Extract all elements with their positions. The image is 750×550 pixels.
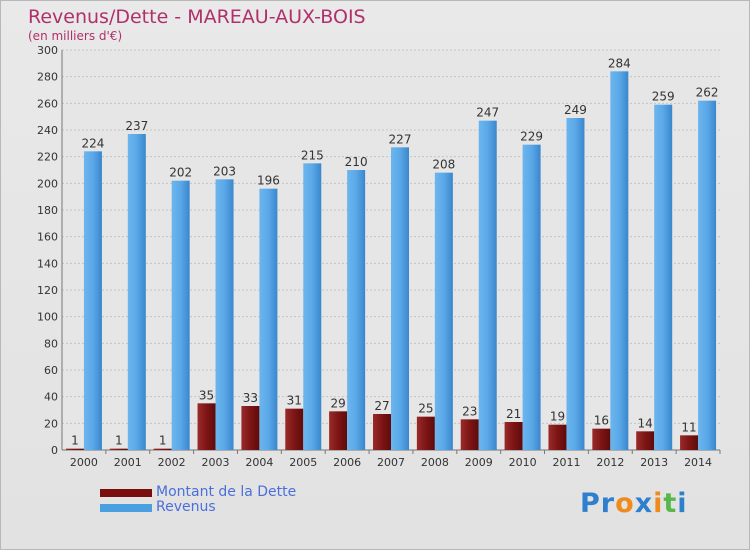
bar-debt-2004 — [241, 406, 260, 450]
data-label-revenus: 284 — [608, 56, 631, 70]
data-label-debt: 23 — [462, 404, 477, 418]
data-label-debt: 29 — [330, 396, 345, 410]
bar-revenus-2004 — [259, 188, 278, 450]
legend-swatch-revenus — [100, 504, 152, 512]
x-tick-label: 2012 — [596, 456, 624, 469]
data-label-revenus: 203 — [213, 164, 236, 178]
legend-label-debt: Montant de la Dette — [156, 484, 297, 500]
y-tick-label: 220 — [37, 151, 58, 164]
y-tick-label: 160 — [37, 231, 58, 244]
bar-revenus-2007 — [391, 147, 409, 451]
bar-debt-2008 — [416, 416, 435, 450]
legend-label-revenus: Revenus — [156, 499, 216, 515]
proxiti-logo: Proxiti — [580, 488, 688, 519]
bar-revenus-2000 — [83, 151, 102, 451]
x-tick-label: 2003 — [202, 456, 230, 469]
data-label-revenus: 229 — [520, 130, 543, 144]
x-tick-label: 2004 — [245, 456, 273, 469]
data-label-debt: 35 — [199, 388, 214, 402]
bar-revenus-2003 — [215, 179, 234, 451]
y-tick-label: 240 — [37, 124, 58, 137]
data-label-revenus: 208 — [432, 158, 455, 172]
x-tick-label: 2014 — [684, 456, 712, 469]
y-tick-label: 140 — [37, 257, 58, 270]
data-label-revenus: 237 — [125, 119, 148, 133]
bar-debt-2009 — [460, 419, 479, 450]
bar-revenus-2009 — [478, 120, 497, 451]
data-label-debt: 21 — [506, 407, 521, 421]
y-tick-label: 20 — [44, 417, 58, 430]
bar-debt-2005 — [285, 408, 304, 450]
data-label-revenus: 202 — [169, 166, 192, 180]
bar-debt-2001 — [109, 448, 128, 450]
bar-revenus-2014 — [698, 100, 717, 451]
bar-revenus-2010 — [522, 144, 541, 450]
bar-revenus-2006 — [347, 170, 366, 450]
y-tick-label: 120 — [37, 284, 58, 297]
chart-subtitle: (en milliers d'€) — [28, 29, 123, 43]
x-tick-label: 2010 — [509, 456, 537, 469]
x-tick-label: 2002 — [158, 456, 186, 469]
bar-revenus-2005 — [303, 163, 322, 451]
bar-debt-2011 — [548, 424, 567, 450]
x-tick-label: 2009 — [465, 456, 493, 469]
bar-revenus-2008 — [434, 172, 453, 450]
data-label-revenus: 196 — [257, 174, 280, 188]
data-label-debt: 33 — [243, 391, 258, 405]
data-label-revenus: 224 — [81, 136, 104, 150]
data-label-debt: 25 — [418, 402, 433, 416]
y-tick-label: 200 — [37, 177, 58, 190]
x-tick-label: 2007 — [377, 456, 405, 469]
bar-revenus-2012 — [610, 71, 629, 450]
data-label-debt: 1 — [71, 434, 79, 448]
bar-debt-2000 — [65, 448, 84, 450]
bar-debt-2014 — [680, 435, 699, 450]
data-label-debt: 27 — [374, 399, 389, 413]
data-label-revenus: 259 — [652, 90, 675, 104]
x-tick-label: 2001 — [114, 456, 142, 469]
x-tick-label: 2006 — [333, 456, 361, 469]
bar-debt-2003 — [197, 403, 216, 450]
y-tick-label: 260 — [37, 97, 58, 110]
y-tick-label: 40 — [44, 391, 58, 404]
bar-revenus-2001 — [127, 134, 146, 450]
data-label-revenus: 215 — [301, 148, 324, 162]
chart-title: Revenus/Dette - MAREAU-AUX-BOIS — [28, 6, 366, 28]
data-label-revenus: 262 — [696, 86, 719, 100]
x-tick-label: 2000 — [70, 456, 98, 469]
bar-revenus-2011 — [566, 118, 585, 450]
y-tick-label: 280 — [37, 71, 58, 84]
data-label-revenus: 210 — [345, 155, 368, 169]
bar-debt-2002 — [153, 448, 172, 450]
x-tick-label: 2005 — [289, 456, 317, 469]
data-label-debt: 14 — [638, 416, 653, 430]
x-tick-label: 2011 — [552, 456, 580, 469]
data-label-debt: 19 — [550, 410, 565, 424]
data-label-debt: 16 — [594, 414, 609, 428]
bar-revenus-2002 — [171, 180, 190, 450]
data-label-debt: 1 — [115, 434, 123, 448]
data-label-revenus: 227 — [389, 132, 412, 146]
data-label-revenus: 247 — [476, 106, 499, 120]
bar-debt-2007 — [373, 414, 391, 450]
y-tick-label: 0 — [51, 444, 58, 457]
legend-swatch-debt — [100, 489, 152, 497]
bar-debt-2013 — [636, 431, 655, 450]
data-label-revenus: 249 — [564, 103, 587, 117]
data-label-debt: 31 — [287, 394, 302, 408]
y-tick-label: 180 — [37, 204, 58, 217]
y-tick-label: 100 — [37, 311, 58, 324]
bar-debt-2010 — [504, 422, 523, 450]
y-tick-label: 80 — [44, 337, 58, 350]
x-tick-label: 2008 — [421, 456, 449, 469]
bar-revenus-2013 — [654, 104, 673, 451]
x-tick-label: 2013 — [640, 456, 668, 469]
y-tick-label: 300 — [37, 44, 58, 57]
bar-debt-2012 — [592, 428, 611, 450]
data-label-debt: 11 — [681, 420, 696, 434]
bar-debt-2006 — [329, 411, 348, 450]
y-tick-label: 60 — [44, 364, 58, 377]
data-label-debt: 1 — [159, 434, 167, 448]
